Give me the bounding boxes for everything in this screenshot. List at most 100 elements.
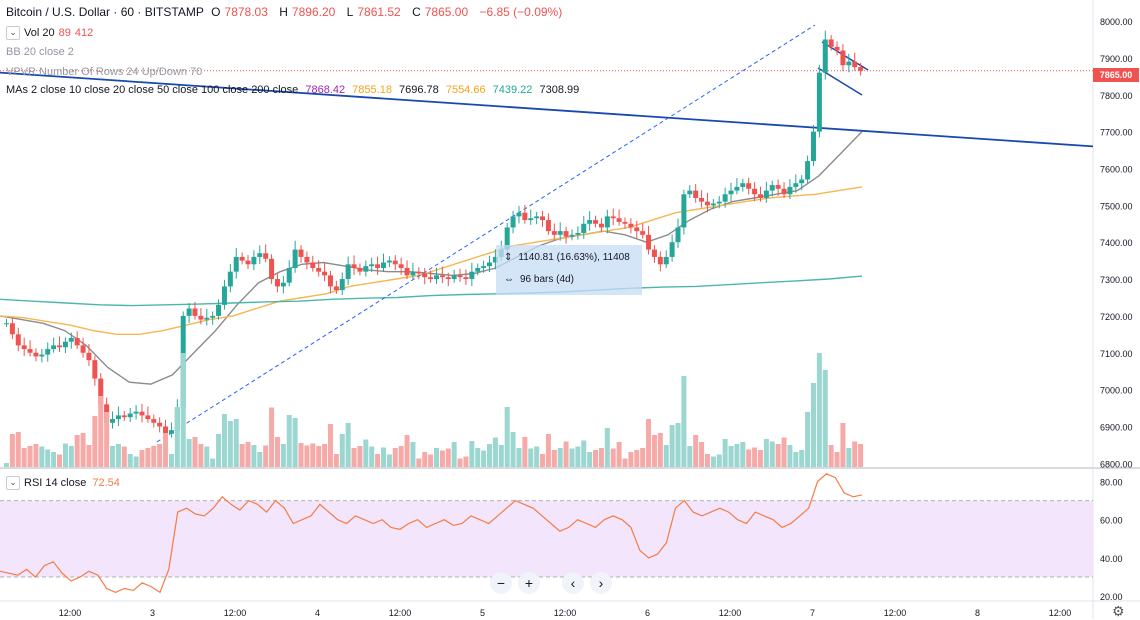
candle-body [133,411,139,414]
gear-icon[interactable]: ⚙ [1112,603,1125,619]
candle-body [239,256,245,261]
candle-body [151,419,157,423]
mas-label[interactable]: MAs 2 close 10 close 20 close 50 close 1… [6,84,299,96]
volume-bar [451,442,457,467]
symbol-title[interactable]: Bitcoin / U.S. Dollar · 60 · BITSTAMP [6,5,204,19]
candle-body [834,46,840,51]
rsi-y-tick-label: 80.00 [1100,477,1123,487]
candle-body [168,430,174,434]
volume-bar [616,442,622,467]
candle-body [363,266,369,272]
vpvr-legend[interactable]: VPVR Number Of Rows 24 Up/Down 70 [6,66,203,78]
candle-body [357,267,363,272]
volume-bar [74,435,80,467]
bb-legend[interactable]: BB 20 close 2 [6,46,74,58]
x-tick-label: 8 [975,608,980,618]
y-tick-label: 7100.00 [1100,349,1133,359]
volume-bar [180,353,186,467]
candle-body [33,352,39,357]
volume-bar [15,432,21,467]
volume-bar [115,444,121,467]
candle-body [45,349,51,355]
candle-body [504,227,510,250]
scroll-right-button[interactable]: › [590,572,612,594]
volume-bar [822,370,828,467]
collapse-chevron-icon[interactable]: ⌄ [6,26,20,40]
volume-bar [251,445,257,467]
candle-body [115,415,121,420]
high-value: 7896.20 [291,5,336,19]
candle-body [704,201,710,206]
candle-body [227,271,233,287]
volume-bar [33,444,39,467]
candle-body [752,188,758,195]
candle-body [640,231,646,235]
candle-body [728,190,734,195]
candle-body [51,345,57,350]
candle-body [233,256,239,272]
volume-bar [174,407,180,467]
volume-bar [351,448,357,467]
candle-body [380,262,386,268]
candle-body [422,273,428,278]
candle-body [510,216,516,228]
y-tick-label: 7300.00 [1100,275,1133,285]
volume-bar [834,452,840,467]
candle-body [710,203,716,206]
rsi-label[interactable]: RSI 14 close [24,477,87,489]
volume-bar [39,446,45,467]
candle-body [292,249,298,268]
scroll-left-button[interactable]: ‹ [562,572,584,594]
candle-body [457,275,463,278]
volume-bar [204,446,210,467]
zoom-out-button[interactable]: − [490,572,512,594]
volume-bar [563,441,569,467]
candle-body [846,61,852,66]
x-tick-label: 7 [810,608,815,618]
collapse-chevron-icon[interactable]: ⌄ [6,476,20,490]
volume-bar [57,454,63,467]
volume-bar [386,454,392,467]
candle-body [157,422,163,427]
measure-price-range: 1140.81 (16.63%), 11408 [518,252,630,263]
candle-body [192,308,198,316]
ma-value: 7868.42 [305,84,346,96]
volume-bar [410,442,416,467]
candle-body [805,161,811,180]
ma-line [0,275,863,307]
candle-body [62,341,68,348]
volume-bar [98,396,104,467]
candle-body [604,216,610,228]
candle-body [263,253,269,259]
volume-bar [339,434,345,467]
x-tick-label: 12:00 [554,608,577,618]
candle-body [793,183,799,187]
candle-body [646,234,652,250]
candle-body [269,258,275,280]
candle-body [852,61,858,68]
candle-body [816,72,822,132]
volume-bar [363,439,369,467]
candle-body [810,131,816,162]
candle-body [245,260,251,265]
volume-bar [9,434,15,467]
zoom-in-button[interactable]: + [518,572,540,594]
candle-body [198,315,204,320]
volume-bar [422,452,428,467]
volume-bar [757,450,763,467]
volume-bar [192,437,198,467]
volume-bar [475,448,481,467]
candle-body [651,249,657,257]
candle-body [828,39,834,47]
bars-range-icon: ⇔ [504,274,514,285]
vol-label[interactable]: Vol 20 [24,27,55,39]
candle-body [392,260,398,265]
candle-body [799,179,805,184]
low-value: 7861.52 [357,5,401,19]
volume-bar [487,444,493,467]
candle-body [21,345,27,350]
candle-body [598,223,604,228]
candle-body [416,271,422,274]
candle-body [9,323,15,335]
